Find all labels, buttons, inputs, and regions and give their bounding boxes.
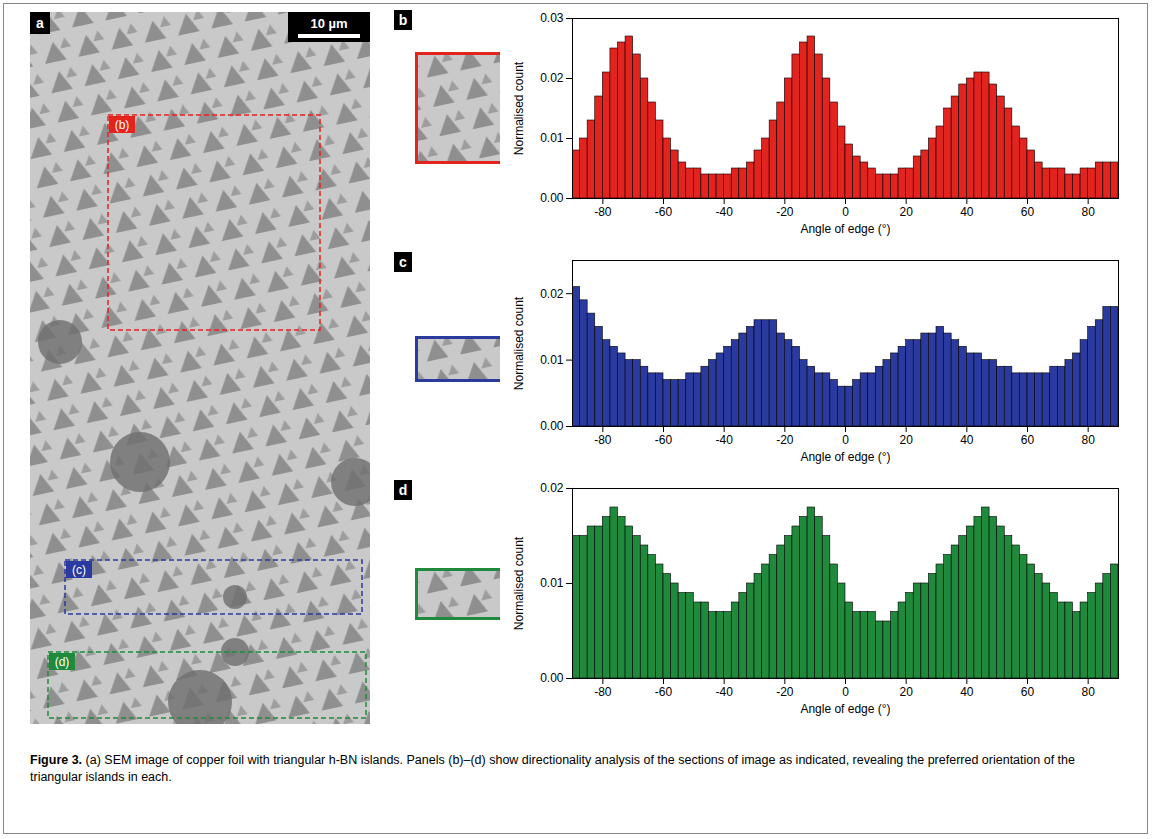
- svg-text:0.01: 0.01: [540, 576, 564, 590]
- svg-text:-80: -80: [594, 685, 612, 699]
- svg-text:-40: -40: [715, 433, 733, 447]
- svg-text:-20: -20: [776, 433, 794, 447]
- svg-text:-20: -20: [776, 685, 794, 699]
- svg-text:Angle of edge (°): Angle of edge (°): [800, 222, 890, 236]
- svg-text:0.01: 0.01: [540, 131, 564, 145]
- svg-text:0.01: 0.01: [540, 353, 564, 367]
- svg-text:(c): (c): [72, 563, 86, 577]
- svg-text:Angle of edge (°): Angle of edge (°): [800, 702, 890, 716]
- svg-text:0.00: 0.00: [540, 191, 564, 205]
- svg-text:0.00: 0.00: [540, 419, 564, 433]
- svg-text:0.03: 0.03: [540, 11, 564, 25]
- svg-text:Normalised count: Normalised count: [512, 61, 526, 155]
- svg-text:40: 40: [960, 685, 974, 699]
- svg-text:0.02: 0.02: [540, 287, 564, 301]
- svg-text:80: 80: [1081, 433, 1095, 447]
- svg-text:80: 80: [1081, 685, 1095, 699]
- html-text:c: c: [399, 254, 407, 270]
- svg-text:-60: -60: [655, 685, 673, 699]
- svg-text:60: 60: [1021, 685, 1035, 699]
- svg-text:0.00: 0.00: [540, 671, 564, 685]
- html-text:d: d: [398, 482, 408, 498]
- svg-text:0: 0: [842, 205, 849, 219]
- svg-text:20: 20: [899, 685, 913, 699]
- svg-text:80: 80: [1081, 205, 1095, 219]
- svg-text:40: 40: [960, 205, 974, 219]
- svg-text:Normalised count: Normalised count: [512, 296, 526, 390]
- html-text:b: b: [398, 12, 408, 28]
- svg-text:-60: -60: [655, 433, 673, 447]
- svg-text:20: 20: [899, 205, 913, 219]
- svg-text:0.02: 0.02: [540, 481, 564, 495]
- svg-text:-60: -60: [655, 205, 673, 219]
- svg-text:20: 20: [899, 433, 913, 447]
- svg-text:(b): (b): [115, 118, 130, 132]
- svg-text:0: 0: [842, 685, 849, 699]
- svg-text:0.02: 0.02: [540, 71, 564, 85]
- svg-text:-40: -40: [715, 205, 733, 219]
- svg-text:10 µm: 10 µm: [310, 16, 347, 31]
- svg-text:(d): (d): [55, 655, 70, 669]
- svg-text:-40: -40: [715, 685, 733, 699]
- svg-text:-80: -80: [594, 433, 612, 447]
- svg-text:a: a: [36, 15, 44, 31]
- svg-text:Normalised count: Normalised count: [512, 536, 526, 630]
- svg-text:0: 0: [842, 433, 849, 447]
- html-text:Figure 3. (a) SEM image of cop: Figure 3. (a) SEM image of copper foil w…: [30, 753, 1075, 784]
- svg-text:-20: -20: [776, 205, 794, 219]
- svg-text:Angle of edge (°): Angle of edge (°): [800, 450, 890, 464]
- svg-text:-80: -80: [594, 205, 612, 219]
- svg-text:60: 60: [1021, 433, 1035, 447]
- svg-text:40: 40: [960, 433, 974, 447]
- svg-text:60: 60: [1021, 205, 1035, 219]
